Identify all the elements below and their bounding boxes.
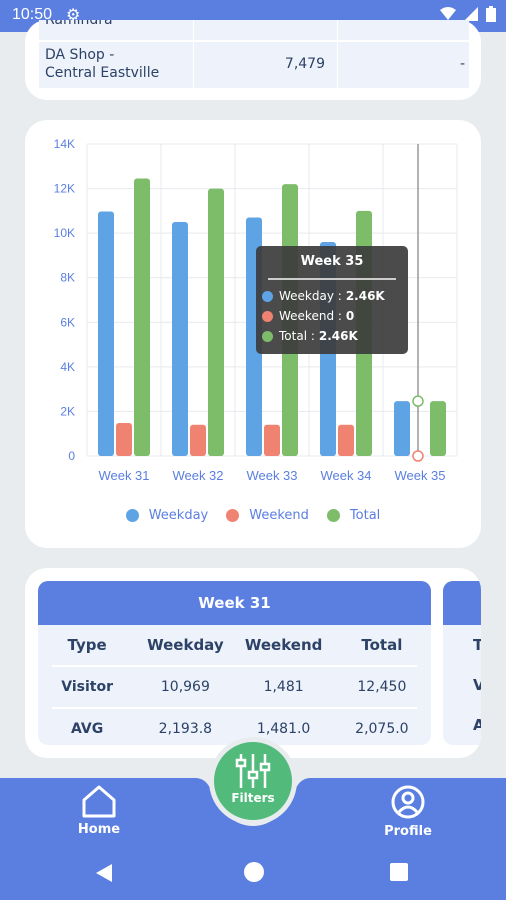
- legend-item-weekday[interactable]: Weekday: [125, 508, 208, 523]
- table-row: AVG 2,193.8 1,481.0 2,075.0: [71, 721, 409, 737]
- shop-table: Ramindra DA Shop - Central Eastville 7,4…: [39, 20, 469, 88]
- bar-weekday: [394, 401, 410, 456]
- home-circle-icon[interactable]: [244, 862, 264, 882]
- legend-item-weekend[interactable]: Weekend: [226, 508, 309, 523]
- x-tick-label: Week 33: [246, 468, 297, 483]
- y-tick-label: 0: [68, 449, 75, 463]
- table-header-row: Type Weekday Weekend Total: [67, 636, 403, 654]
- shop-value: 7,479: [284, 56, 325, 72]
- week-title: Week 31: [38, 581, 431, 625]
- bar-weekend: [264, 424, 280, 456]
- table-row: Visitor 10,969 1,481 12,450: [61, 679, 407, 695]
- shop-summary-card: Ramindra DA Shop - Central Eastville 7,4…: [25, 20, 481, 100]
- chart-legend: Weekday Weekend Total: [25, 508, 481, 523]
- y-tick-label: 6K: [60, 315, 75, 329]
- signal-icon: [464, 7, 478, 21]
- home-icon: [82, 785, 116, 818]
- y-tick-label: 4K: [60, 360, 75, 374]
- profile-icon: [391, 785, 425, 819]
- nav-profile-button[interactable]: Profile: [380, 784, 436, 839]
- recents-icon[interactable]: [390, 863, 408, 881]
- chart-tooltip: Week 35 Weekday :2.46K Weekend :0 Total …: [256, 246, 408, 354]
- x-tick-label: Week 31: [98, 468, 149, 483]
- tooltip-line-weekend: Weekend :0: [256, 306, 408, 326]
- y-tick-label: 14K: [54, 137, 75, 151]
- weekly-visitor-chart-card: 0 2K 4K 6K 8K 10K 12K 14K Week 31 Week 32 Week 33 W…: [25, 120, 481, 548]
- back-icon[interactable]: [96, 864, 112, 882]
- y-tick-label: 10K: [54, 226, 75, 240]
- bar-weekend: [338, 424, 354, 456]
- filters-button[interactable]: Filters: [209, 737, 297, 825]
- system-navigation-bar: [0, 848, 506, 900]
- shop-name: DA Shop - Central Eastville: [45, 47, 160, 81]
- table-row: Ramindra: [39, 20, 469, 40]
- y-tick-label: 8K: [60, 271, 75, 285]
- nav-home-label: Home: [77, 822, 121, 837]
- tooltip-line-weekday: Weekday :2.46K: [256, 286, 408, 306]
- table-row: DA Shop - Central Eastville 7,479 -: [39, 42, 469, 86]
- x-tick-label: Week 35: [394, 468, 445, 483]
- bar-total: [208, 188, 224, 457]
- filters-label: Filters: [231, 791, 275, 805]
- tooltip-line-total: Total :2.46K: [256, 326, 408, 346]
- legend-item-total[interactable]: Total: [326, 508, 380, 523]
- x-tick-label: Week 34: [320, 468, 371, 483]
- wifi-icon: [440, 7, 456, 20]
- y-tick-label: 12K: [54, 182, 75, 196]
- shop-name: Ramindra: [45, 20, 113, 28]
- y-tick-label: 2K: [60, 404, 75, 418]
- shop-extra-value: -: [459, 56, 465, 72]
- nav-home-button[interactable]: Home: [74, 784, 124, 837]
- tooltip-title: Week 35: [300, 254, 364, 269]
- battery-icon: [486, 6, 496, 22]
- week-table[interactable]: Week 31 Type Weekday Weekend Total Visit…: [38, 581, 431, 745]
- clock: 10:50: [12, 6, 53, 23]
- hover-point: [412, 450, 424, 462]
- week-table-next[interactable]: T Vi A: [443, 581, 481, 745]
- bar-total: [134, 178, 150, 457]
- gear-icon: ⚙: [66, 7, 81, 24]
- filters-icon: [235, 754, 271, 788]
- bar-weekend: [190, 424, 206, 456]
- bar-weekday: [172, 222, 188, 456]
- bottom-navigation: Home Profile: [0, 778, 506, 848]
- nav-profile-label: Profile: [384, 824, 432, 839]
- x-tick-label: Week 32: [172, 468, 223, 483]
- hover-point: [412, 395, 424, 407]
- bar-weekday: [98, 211, 114, 456]
- bar-chart[interactable]: 0 2K 4K 6K 8K 10K 12K 14K Week 31 Week 32 Week 33 W…: [25, 120, 481, 500]
- week-summary-card: Week 31 Type Weekday Weekend Total Visit…: [25, 568, 481, 758]
- status-icons: [440, 6, 496, 22]
- bar-total: [430, 401, 446, 456]
- bar-weekend: [116, 422, 132, 456]
